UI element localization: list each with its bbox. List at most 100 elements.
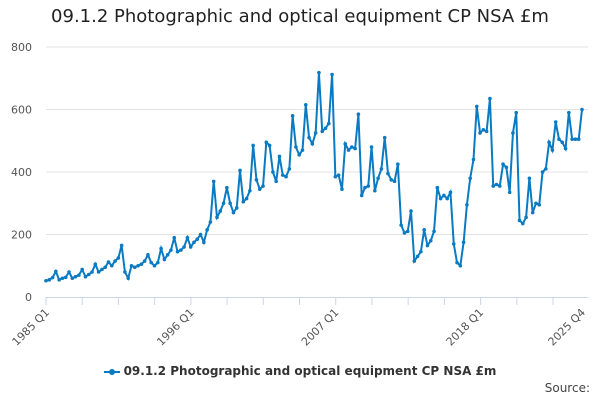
data-point: [544, 167, 548, 171]
data-point: [363, 185, 367, 190]
data-point: [228, 201, 232, 206]
data-point: [336, 173, 341, 177]
data-point: [534, 201, 538, 206]
data-point: [326, 121, 331, 126]
data-point: [156, 260, 160, 265]
data-point: [205, 228, 209, 232]
data-point: [576, 137, 581, 141]
data-point: [142, 259, 147, 263]
data-point: [435, 185, 440, 190]
data-point: [425, 243, 430, 248]
legend[interactable]: 09.1.2 Photographic and optical equipmen…: [0, 364, 600, 378]
data-point: [458, 263, 463, 268]
data-point: [438, 196, 443, 201]
data-point: [126, 276, 131, 281]
data-point: [307, 135, 311, 140]
x-tick-label: 2025 Q4: [546, 306, 589, 349]
data-point: [330, 72, 334, 77]
data-point: [396, 162, 400, 166]
data-point: [123, 270, 127, 274]
data-point: [264, 140, 269, 145]
data-point: [287, 167, 292, 171]
data-point: [448, 190, 453, 195]
data-point: [422, 228, 426, 232]
data-point: [54, 269, 58, 274]
data-point: [445, 196, 449, 201]
data-point: [274, 179, 278, 184]
data-point: [60, 276, 65, 281]
data-point: [455, 260, 459, 265]
data-point: [521, 221, 525, 226]
data-point: [412, 259, 417, 263]
data-point: [313, 131, 318, 135]
data-point: [44, 278, 48, 283]
data-point: [86, 272, 91, 277]
data-point: [392, 179, 397, 184]
data-point: [504, 165, 509, 170]
data-point: [63, 275, 68, 280]
data-point: [350, 145, 354, 149]
data-point: [96, 270, 101, 274]
data-point: [93, 262, 98, 266]
data-point: [580, 107, 584, 112]
x-tick-label: 1985 Q1: [10, 306, 53, 349]
data-point: [527, 176, 532, 181]
data-point: [146, 253, 150, 257]
data-point: [567, 110, 571, 115]
data-point: [389, 178, 394, 182]
data-point: [159, 246, 163, 251]
data-point: [172, 235, 177, 240]
data-point: [185, 235, 190, 240]
data-point: [461, 240, 466, 245]
data-point: [471, 157, 476, 162]
data-point: [481, 128, 486, 132]
data-point: [100, 267, 104, 272]
data-point: [333, 174, 338, 179]
data-point: [507, 190, 512, 195]
x-tick-label: 1996 Q1: [154, 306, 197, 349]
y-tick-label: 200: [11, 229, 32, 242]
series-line: [45, 72, 583, 282]
data-point: [50, 275, 55, 280]
data-point: [524, 215, 528, 220]
data-point: [70, 276, 75, 281]
data-point: [468, 176, 472, 181]
data-point: [560, 140, 565, 145]
data-point: [139, 262, 144, 266]
data-point: [537, 203, 542, 207]
data-point: [188, 245, 193, 249]
data-point: [415, 254, 420, 259]
data-point: [465, 203, 469, 207]
data-point: [103, 265, 107, 270]
data-point: [369, 145, 374, 149]
data-point: [517, 218, 522, 223]
data-point: [284, 174, 288, 179]
data-point: [152, 263, 157, 268]
data-point: [553, 120, 558, 124]
data-point: [192, 240, 196, 245]
data-point: [317, 70, 321, 75]
data-point: [557, 137, 561, 141]
data-point: [405, 229, 410, 234]
data-point: [478, 131, 482, 135]
y-tick-label: 0: [25, 291, 32, 304]
data-point: [248, 188, 252, 193]
data-point: [261, 184, 265, 188]
data-point: [501, 162, 505, 166]
x-tick-label: 2018 Q1: [444, 306, 487, 349]
data-point: [280, 173, 285, 177]
y-tick-label: 400: [11, 166, 32, 179]
source-label: Source:: [544, 381, 590, 395]
data-point: [277, 154, 282, 159]
data-point: [343, 142, 348, 146]
data-point: [320, 129, 325, 134]
data-point: [257, 187, 262, 191]
data-point: [382, 135, 387, 140]
data-point: [442, 193, 446, 198]
data-point: [47, 278, 52, 282]
data-point: [244, 196, 249, 201]
data-point: [530, 210, 535, 215]
legend-swatch: [103, 368, 120, 375]
data-point: [419, 249, 423, 254]
